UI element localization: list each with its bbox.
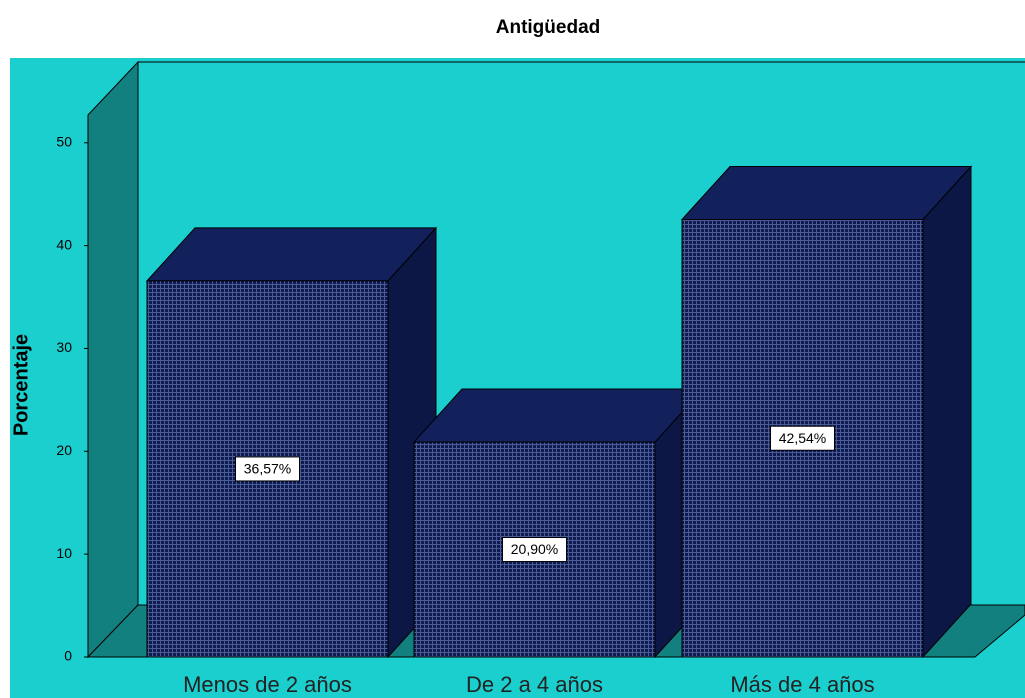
chart-title: Antigüedad <box>496 17 601 38</box>
value-label: 36,57% <box>244 461 291 477</box>
bar-top <box>680 165 973 220</box>
left-wall <box>87 60 139 659</box>
y-tick-label: 20 <box>56 442 72 458</box>
value-label: 42,54% <box>779 430 826 446</box>
x-tick-label: De 2 a 4 años <box>466 672 603 697</box>
value-label: 20,90% <box>511 541 558 557</box>
x-tick-label: Más de 4 años <box>730 672 874 697</box>
y-tick-label: 50 <box>56 133 72 149</box>
value-label-box <box>770 425 835 451</box>
x-tick-label: Menos de 2 años <box>183 672 352 697</box>
y-tick-label: 10 <box>56 545 72 561</box>
y-tick-label: 30 <box>56 339 72 355</box>
bar-side <box>922 165 972 659</box>
y-tick-label: 0 <box>64 648 72 664</box>
y-tick-label: 40 <box>56 236 72 252</box>
y-axis-title: Porcentaje <box>10 334 32 436</box>
bar-top <box>145 227 438 282</box>
value-label-box <box>235 456 300 482</box>
value-label-box <box>502 537 567 563</box>
bar-top <box>412 388 705 443</box>
